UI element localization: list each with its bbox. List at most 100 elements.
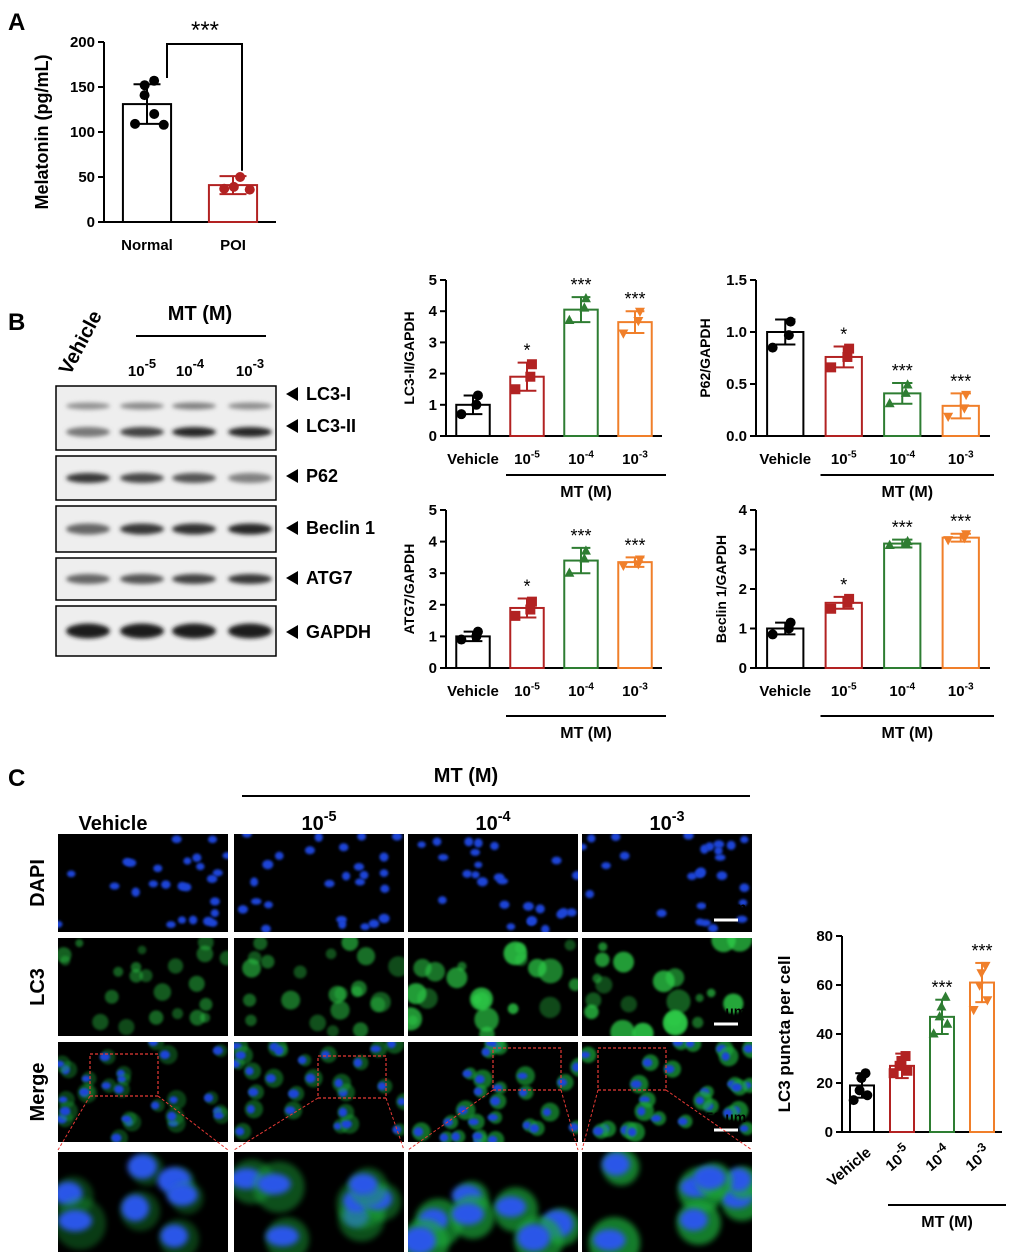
y-tick-label: 0 xyxy=(429,428,437,445)
lc3-signal xyxy=(474,1007,499,1032)
y-tick-label: 2 xyxy=(429,597,437,614)
micro-content xyxy=(408,939,578,1036)
data-point xyxy=(940,991,951,1001)
micro-tile xyxy=(408,1042,578,1142)
significance-label: *** xyxy=(950,371,971,391)
data-point xyxy=(456,634,467,645)
data-point xyxy=(633,560,644,570)
x-tick-label: 10-5 xyxy=(514,450,540,468)
y-axis-label: P62/GAPDH xyxy=(697,318,713,397)
data-point xyxy=(974,981,985,991)
nucleus xyxy=(127,1154,158,1179)
nucleus xyxy=(171,835,182,844)
x-tick-label: 10-4 xyxy=(568,682,594,700)
micro-tile xyxy=(234,1152,404,1252)
data-point xyxy=(580,545,591,555)
nucleus xyxy=(341,1119,352,1129)
nucleus xyxy=(59,1106,71,1116)
data-point xyxy=(848,1095,859,1106)
micro-tile: 50 μm xyxy=(582,834,752,932)
nucleus xyxy=(462,869,472,878)
nucleus xyxy=(151,1101,160,1110)
lc3-signal xyxy=(196,945,214,963)
nucleus xyxy=(305,1073,316,1083)
data-point xyxy=(934,1011,945,1021)
lc3-signal xyxy=(200,1012,211,1023)
data-point xyxy=(456,409,467,420)
data-point xyxy=(149,75,160,86)
nucleus xyxy=(99,1052,111,1062)
y-tick-label: 60 xyxy=(816,977,833,994)
nucleus xyxy=(167,1111,177,1121)
nucleus xyxy=(566,908,577,917)
y-tick-label: 80 xyxy=(816,928,833,945)
nucleus xyxy=(288,1089,299,1099)
nucleus xyxy=(506,923,516,931)
nucleus xyxy=(314,834,323,842)
nucleus xyxy=(535,904,545,914)
nucleus xyxy=(192,853,202,862)
nucleus xyxy=(716,871,728,881)
x-tick-label: 10-3 xyxy=(622,450,648,468)
micro-tile-bg xyxy=(58,834,228,932)
chart-lc3puncta: 0 20 40 60 80 LC3 puncta per cell Vehicle 10-5 *… xyxy=(775,928,1006,1231)
y-tick-label: 3 xyxy=(429,565,437,582)
data-point xyxy=(510,610,521,621)
nucleus xyxy=(166,1183,198,1206)
data-point xyxy=(959,404,970,414)
nucleus xyxy=(739,1125,749,1132)
y-axis-label: Melatonin (pg/mL) xyxy=(32,55,52,210)
blot-band xyxy=(172,623,216,639)
nucleus xyxy=(114,1085,124,1094)
data-point xyxy=(510,384,521,395)
lc3-signal xyxy=(139,969,153,983)
nucleus xyxy=(592,1126,604,1136)
nucleus xyxy=(122,857,132,866)
nucleus xyxy=(209,897,220,906)
lc3-signal xyxy=(309,1014,327,1032)
nucleus xyxy=(721,1051,730,1061)
data-point xyxy=(902,379,913,389)
lc3-signal xyxy=(620,996,637,1013)
nucleus xyxy=(517,1072,528,1080)
lc3-signal xyxy=(104,989,119,1004)
data-point xyxy=(564,314,575,325)
data-point xyxy=(526,359,537,370)
nucleus xyxy=(212,869,223,877)
micro-row-label: Merge xyxy=(27,1063,49,1122)
blot-lane-label: 10-5 xyxy=(128,356,156,380)
significance-label: *** xyxy=(624,535,645,555)
micro-mt-label: MT (M) xyxy=(434,765,498,787)
nucleus xyxy=(196,862,205,871)
x-tick-label: 10-3 xyxy=(959,1140,995,1175)
nucleus xyxy=(181,883,192,892)
nucleus xyxy=(672,1042,684,1047)
lc3-signal xyxy=(167,958,184,974)
micro-content xyxy=(58,1153,204,1252)
data-point xyxy=(579,302,590,312)
data-point xyxy=(564,567,575,577)
nucleus xyxy=(188,915,198,925)
y-tick-label: 150 xyxy=(70,79,95,96)
lc3-signal xyxy=(325,948,337,960)
nucleus xyxy=(432,837,442,846)
zoom-line xyxy=(581,1089,599,1151)
y-tick-label: 5 xyxy=(429,272,437,289)
y-tick-label: 3 xyxy=(429,334,437,351)
nucleus xyxy=(602,1152,631,1176)
data-point xyxy=(618,561,629,572)
data-point xyxy=(900,387,911,397)
micro-column-label: 10-4 xyxy=(475,809,510,835)
micro-content xyxy=(234,1159,402,1252)
nucleus xyxy=(413,1127,424,1137)
nucleus xyxy=(58,1209,93,1232)
data-point xyxy=(767,342,778,353)
significance-label: *** xyxy=(570,526,591,546)
lc3-signal xyxy=(425,961,445,982)
x-tick-label: POI xyxy=(220,237,246,254)
data-point xyxy=(139,90,150,101)
x-tick-label: 10-5 xyxy=(831,682,857,700)
nucleus xyxy=(417,841,426,848)
micro-row-label: DAPI xyxy=(27,859,49,907)
nucleus xyxy=(473,1087,483,1096)
